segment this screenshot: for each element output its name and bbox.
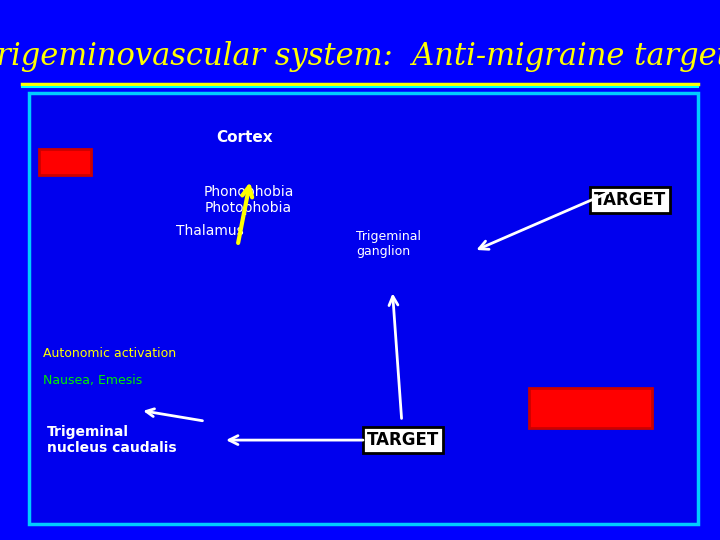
Text: Trigeminal
ganglion: Trigeminal ganglion <box>356 230 421 258</box>
Text: Intracranial
blood vessels: Intracranial blood vessels <box>533 392 648 424</box>
Text: Autonomic activation: Autonomic activation <box>43 347 176 360</box>
Text: Cortex: Cortex <box>216 130 273 145</box>
Text: PAIN: PAIN <box>43 153 86 171</box>
FancyBboxPatch shape <box>29 93 698 524</box>
Text: Nausea, Emesis: Nausea, Emesis <box>43 374 143 387</box>
Text: Phonophobia
Photophobia: Phonophobia Photophobia <box>203 185 294 215</box>
Text: TARGET: TARGET <box>367 431 439 449</box>
Text: Trigeminovascular system:  Anti-migraine targets: Trigeminovascular system: Anti-migraine … <box>0 41 720 72</box>
Text: Trigeminal
nucleus caudalis: Trigeminal nucleus caudalis <box>47 425 176 455</box>
Text: TARGET: TARGET <box>594 191 666 209</box>
Text: Thalamus: Thalamus <box>176 224 244 238</box>
